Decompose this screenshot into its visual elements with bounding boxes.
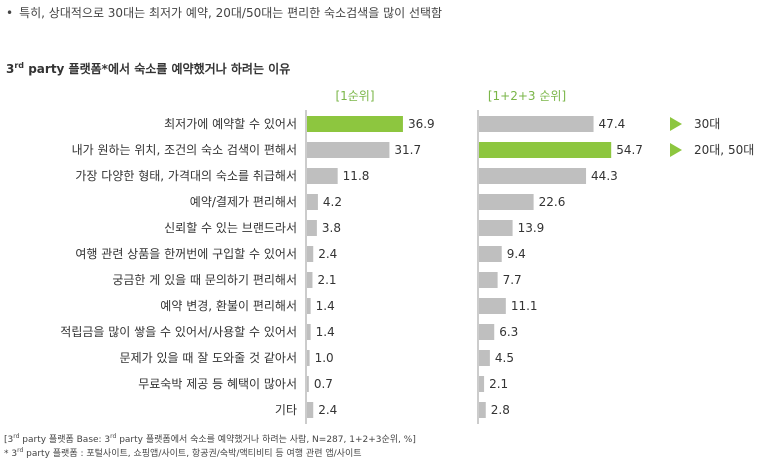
chart-title: 3rd party 플랫폼*에서 숙소를 예약했거나 하려는 이유 [6,60,290,77]
bar [307,376,309,392]
bar [479,350,490,366]
annotation-arrow-icon [670,143,682,157]
bar [307,402,314,418]
footnote-definition: * 3rd party 플랫폼 : 포털사이트, 쇼핑앱/사이트, 항공권/숙박… [4,446,362,459]
bar-value-label: 13.9 [518,221,545,235]
footnote-base-part2: party 플랫폼 Base: 3 [19,435,111,445]
bar-value-label: 31.7 [394,143,421,157]
footnote-base-sup1: rd [13,433,20,440]
category-label: 여행 관련 상품을 한꺼번에 구입할 수 있어서 [75,246,297,261]
bar-value-label: 1.4 [316,325,335,339]
bar-value-label: 2.1 [489,377,508,391]
category-label: 궁금한 게 있을 때 문의하기 편리해서 [112,273,297,287]
headline-text: 특히, 상대적으로 30대는 최저가 예약, 20대/50대는 편리한 숙소검색… [19,6,443,20]
bar-value-label: 0.7 [314,377,333,391]
bar-value-label: 2.1 [317,273,336,287]
bar [307,350,310,366]
footnote-def-sup: rd [17,447,24,454]
bar [307,168,338,184]
bar-value-label: 1.0 [315,351,334,365]
category-label: 최저가에 예약할 수 있어서 [164,116,297,131]
bar-value-label: 3.8 [322,221,341,235]
annotation-label: 30대 [694,117,720,131]
bar-value-label: 22.6 [539,195,566,209]
bar [307,220,317,236]
category-label: 기타 [275,403,297,417]
bar [307,246,314,262]
bar [307,142,390,158]
category-label: 예약/결제가 편리해서 [190,194,297,209]
bar [479,116,594,132]
series-header: [1+2+3 순위] [488,89,566,103]
annotation-arrow-icon [670,117,682,131]
bar [307,194,318,210]
series-header: [1순위] [335,89,374,103]
bar-value-label: 11.1 [511,299,538,313]
bar-value-label: 6.3 [499,325,518,339]
bar-value-label: 47.4 [599,117,626,131]
bar-value-label: 4.2 [323,195,342,209]
bar [307,116,403,132]
bar-value-label: 36.9 [408,117,435,131]
category-label: 내가 원하는 위치, 조건의 숙소 검색이 편해서 [72,143,297,157]
category-label: 문제가 있을 때 잘 도와줄 것 같아서 [120,351,297,365]
chart-title-rest: party 플랫폼*에서 숙소를 예약했거나 하려는 이유 [24,62,291,76]
bar [479,168,587,184]
bar-value-label: 2.4 [318,247,337,261]
bar-value-label: 2.8 [491,403,510,417]
annotation-label: 20대, 50대 [694,143,754,157]
footnote-def-part2: party 플랫폼 : 포털사이트, 쇼핑앱/사이트, 항공권/숙박/액티비티 … [23,449,362,459]
footnote-def-part1: * 3 [4,449,18,459]
chart-title-sup: rd [14,61,25,70]
bar [307,298,311,314]
bar [479,220,513,236]
bar-value-label: 11.8 [343,169,370,183]
category-label: 가장 다양한 형태, 가격대의 숙소를 취급해서 [75,169,297,183]
bar [479,298,506,314]
bar [479,194,534,210]
bar [479,272,498,288]
bar [479,376,485,392]
bar-value-label: 7.7 [503,273,522,287]
footnote-base-part3: party 플랫폼에서 숙소를 예약했거나 하려는 사람, N=287, 1+2… [116,435,416,445]
bar [479,142,612,158]
bar-value-label: 54.7 [616,143,643,157]
bar-value-label: 2.4 [318,403,337,417]
category-label: 무료숙박 제공 등 혜택이 많아서 [138,377,297,391]
bar-value-label: 4.5 [495,351,514,365]
bar-value-label: 1.4 [316,299,335,313]
bar [307,324,311,340]
bullet-dot: • [6,6,14,20]
headline: • 특히, 상대적으로 30대는 최저가 예약, 20대/50대는 편리한 숙소검… [6,4,442,21]
category-label: 예약 변경, 환불이 편리해서 [160,298,297,313]
footnote-base-sup2: rd [110,433,117,440]
bar-value-label: 44.3 [591,169,618,183]
footnote-base: [3rd party 플랫폼 Base: 3rd party 플랫폼에서 숙소를… [4,432,416,445]
bar [479,324,495,340]
footnote-base-part1: [3 [4,435,14,445]
bar-value-label: 9.4 [507,247,526,261]
chart-title-prefix: 3 [6,62,15,76]
category-label: 적립금을 많이 쌓을 수 있어서/사용할 수 있어서 [60,325,297,339]
bar [307,272,313,288]
category-label: 신뢰할 수 있는 브랜드라서 [164,221,297,235]
bar [479,402,486,418]
bar [479,246,502,262]
